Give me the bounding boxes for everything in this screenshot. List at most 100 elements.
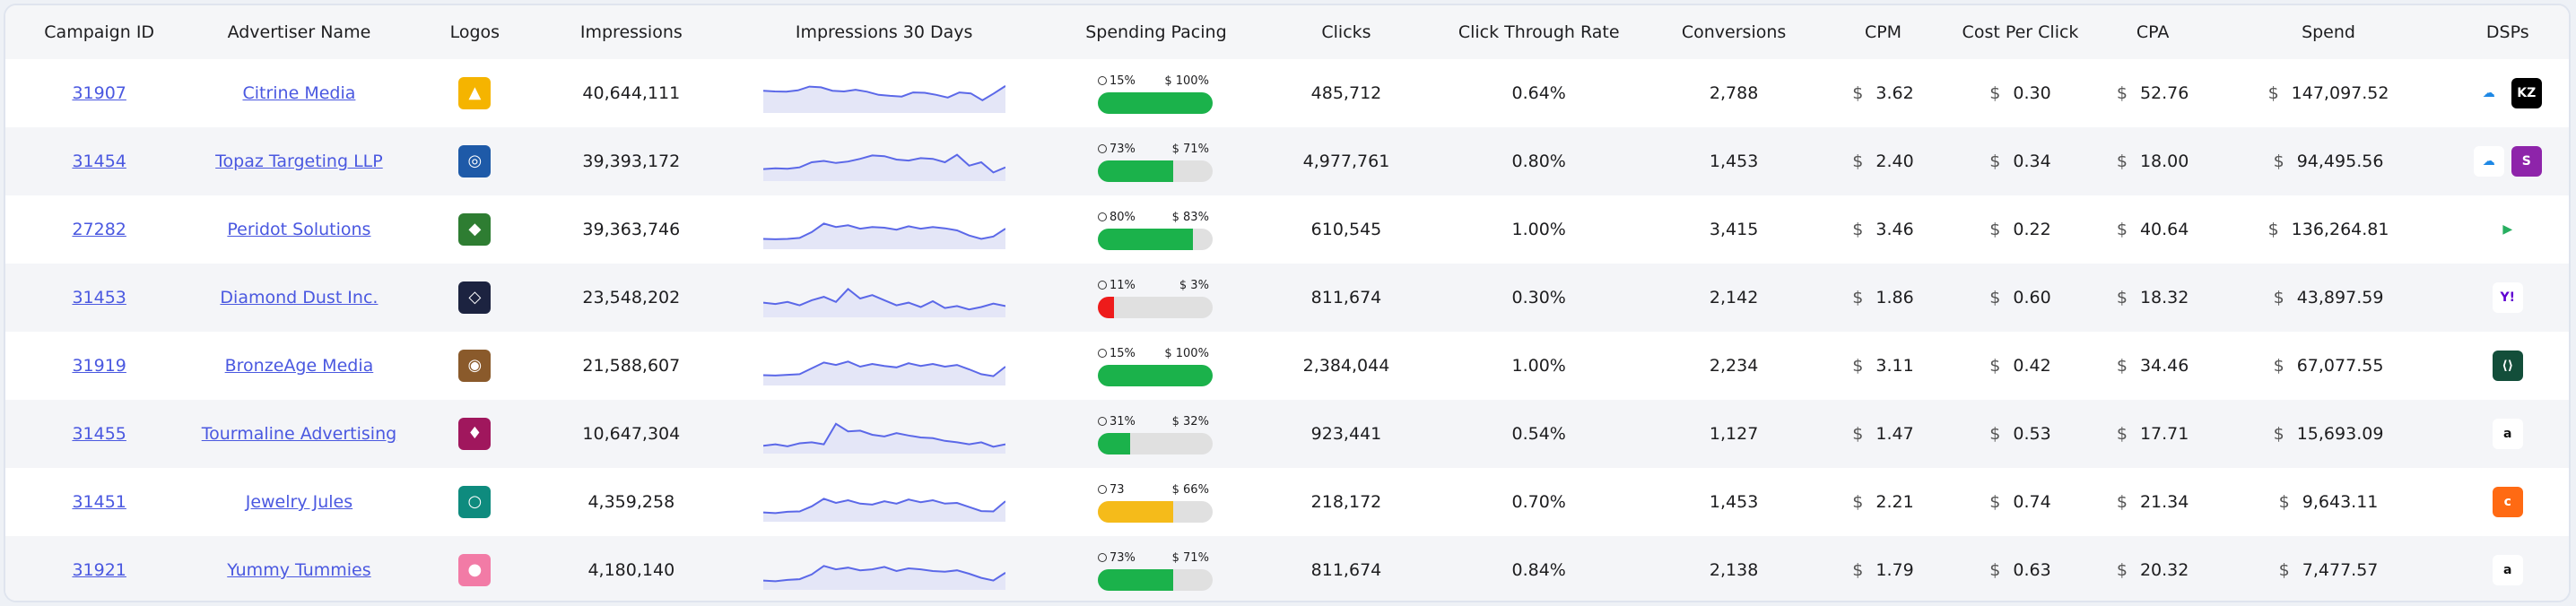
campaign-id-link[interactable]: 31454 xyxy=(72,152,126,171)
table-row[interactable]: 31453 Diamond Dust Inc. ◇ 23,548,202 11% $ 3%… xyxy=(5,264,2569,332)
spend-cell-amount: 147,097.52 xyxy=(2291,83,2389,103)
amazon-icon[interactable]: a xyxy=(2492,419,2523,449)
header-advertiser-name[interactable]: Advertiser Name xyxy=(193,5,405,59)
cpc-cell-amount: 0.30 xyxy=(2013,83,2051,103)
header-impressions-30-days[interactable]: Impressions 30 Days xyxy=(718,5,1050,59)
cpm-cell-value: $2.21 xyxy=(1852,492,1913,512)
advertiser-link[interactable]: Tourmaline Advertising xyxy=(201,424,397,444)
cpc-cell-amount: 0.60 xyxy=(2013,288,2051,307)
advertiser-link[interactable]: Diamond Dust Inc. xyxy=(220,288,379,307)
ring-icon: ○ xyxy=(458,486,492,518)
spend-cell: $147,097.52 xyxy=(2210,59,2447,127)
cpc-cell: $0.74 xyxy=(1945,468,2095,536)
yahoo-icon[interactable]: Y! xyxy=(2492,282,2523,313)
currency-symbol: $ xyxy=(2267,220,2279,239)
sparkline-line xyxy=(762,360,1005,377)
header-conversions[interactable]: Conversions xyxy=(1647,5,1821,59)
header-logos[interactable]: Logos xyxy=(405,5,545,59)
campaign-id-link[interactable]: 31455 xyxy=(72,424,126,444)
header-cost-per-click[interactable]: Cost Per Click xyxy=(1945,5,2095,59)
campaign-id-link[interactable]: 31921 xyxy=(72,560,126,580)
cloud-icon[interactable]: ☁ xyxy=(2473,146,2504,177)
conversions-cell: 2,138 xyxy=(1647,536,1821,601)
clock-icon xyxy=(1097,280,1107,290)
cpc-cell-amount: 0.22 xyxy=(2013,220,2051,239)
currency-symbol: $ xyxy=(1852,492,1864,512)
pacing-bar-fill xyxy=(1097,364,1213,386)
s-square-icon[interactable]: S xyxy=(2511,146,2542,177)
cloud-icon[interactable]: ☁ xyxy=(2473,78,2504,108)
currency-symbol: $ xyxy=(1852,220,1864,239)
header-dsps[interactable]: DSPs xyxy=(2446,5,2569,59)
table-row[interactable]: 27282 Peridot Solutions ◆ 39,363,746 80% $ 83… xyxy=(5,195,2569,264)
currency-symbol: $ xyxy=(2278,560,2290,580)
currency-symbol: $ xyxy=(2273,356,2284,376)
advertiser-cell: Jewelry Jules xyxy=(193,468,405,536)
cpa-cell: $17.71 xyxy=(2094,400,2211,468)
bracket-icon[interactable]: ⟨⟩ xyxy=(2492,351,2523,381)
advertiser-link[interactable]: Jewelry Jules xyxy=(245,492,353,512)
ctr-value: 0.54% xyxy=(1511,424,1566,444)
cpm-cell-value: $2.40 xyxy=(1852,152,1913,171)
header-click-through-rate[interactable]: Click Through Rate xyxy=(1430,5,1648,59)
cpc-cell-value: $0.74 xyxy=(1989,492,2050,512)
campaign-id-link[interactable]: 31451 xyxy=(72,492,126,512)
cpa-cell-value: $21.34 xyxy=(2117,492,2189,512)
sparkline-line xyxy=(762,85,1005,101)
currency-symbol: $ xyxy=(2273,152,2284,171)
dsps-cell: Y! xyxy=(2446,264,2569,332)
table-row[interactable]: 31451 Jewelry Jules ○ 4,359,258 73 $ 66% 218,1… xyxy=(5,468,2569,536)
cpc-cell-amount: 0.34 xyxy=(2013,152,2051,171)
play-icon[interactable]: ▶ xyxy=(2492,214,2523,245)
advertiser-link[interactable]: Citrine Media xyxy=(242,83,356,103)
impressions-30-days-cell xyxy=(718,195,1050,264)
campaign-id-cell: 31919 xyxy=(5,332,194,400)
kayzen-icon[interactable]: KZ xyxy=(2511,78,2542,108)
warning-triangle-icon: ▲ xyxy=(458,77,492,109)
clicks-value: 610,545 xyxy=(1310,220,1382,239)
advertiser-link[interactable]: Topaz Targeting LLP xyxy=(215,152,383,171)
campaign-id-link[interactable]: 31453 xyxy=(72,288,126,307)
pacing-bar-fill xyxy=(1097,432,1130,454)
advertiser-link[interactable]: BronzeAge Media xyxy=(224,356,374,376)
cpa-cell-value: $40.64 xyxy=(2117,220,2189,239)
campaign-id-link[interactable]: 31907 xyxy=(72,83,126,103)
header-impressions[interactable]: Impressions xyxy=(544,5,718,59)
cpm-cell: $2.21 xyxy=(1820,468,1946,536)
clock-icon xyxy=(1097,348,1107,358)
clicks-cell: 218,172 xyxy=(1262,468,1431,536)
advertiser-link[interactable]: Yummy Tummies xyxy=(227,560,371,580)
ctr-cell: 0.30% xyxy=(1430,264,1648,332)
advertiser-link[interactable]: Peridot Solutions xyxy=(227,220,371,239)
header-campaign-id[interactable]: Campaign ID xyxy=(5,5,194,59)
cpc-cell-value: $0.42 xyxy=(1989,356,2050,376)
cpm-cell-amount: 1.86 xyxy=(1875,288,1914,307)
criteo-icon[interactable]: c xyxy=(2492,487,2523,517)
clock-icon xyxy=(1097,143,1107,153)
table-row[interactable]: 31921 Yummy Tummies ● 4,180,140 73% $ 71% 811,… xyxy=(5,536,2569,601)
header-spend[interactable]: Spend xyxy=(2210,5,2447,59)
impressions-cell: 40,644,111 xyxy=(544,59,718,127)
table-row[interactable]: 31454 Topaz Targeting LLP ◎ 39,393,172 73% $ … xyxy=(5,127,2569,195)
pacing-bar xyxy=(1097,228,1213,250)
impressions-value: 40,644,111 xyxy=(582,83,681,103)
amazon-icon[interactable]: a xyxy=(2492,555,2523,585)
campaign-id-link[interactable]: 27282 xyxy=(72,220,126,239)
cpc-cell-value: $0.60 xyxy=(1989,288,2050,307)
cpa-cell: $21.34 xyxy=(2094,468,2211,536)
spend-cell-value: $67,077.55 xyxy=(2274,356,2384,376)
table-row[interactable]: 31919 BronzeAge Media ◉ 21,588,607 15% $ 100%… xyxy=(5,332,2569,400)
spending-pacing-cell: 80% $ 83% xyxy=(1049,195,1263,264)
table-row[interactable]: 31455 Tourmaline Advertising ♦ 10,647,304 31… xyxy=(5,400,2569,468)
currency-symbol: $ xyxy=(2116,152,2128,171)
header-clicks[interactable]: Clicks xyxy=(1262,5,1431,59)
header-spending-pacing[interactable]: Spending Pacing xyxy=(1049,5,1263,59)
campaign-id-link[interactable]: 31919 xyxy=(72,356,126,376)
impressions-cell: 23,548,202 xyxy=(544,264,718,332)
pacing-widget: 31% $ 32% xyxy=(1097,414,1214,454)
header-cpm[interactable]: CPM xyxy=(1820,5,1946,59)
time-pacing-value: 31% xyxy=(1109,414,1136,429)
cpa-cell-value: $18.00 xyxy=(2117,152,2189,171)
header-cpa[interactable]: CPA xyxy=(2094,5,2211,59)
table-row[interactable]: 31907 Citrine Media ▲ 40,644,111 15% $ 100% 48… xyxy=(5,59,2569,127)
